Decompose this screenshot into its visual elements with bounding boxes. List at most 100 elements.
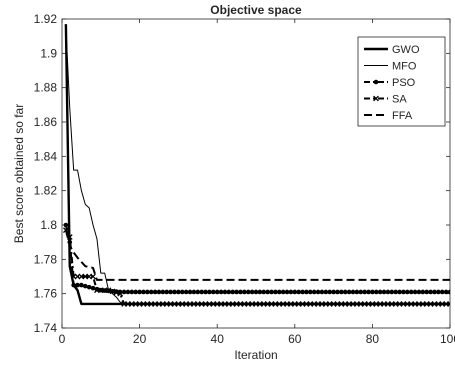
series-point-pso [133,289,139,295]
series-point-pso [385,289,391,295]
series-point-pso [443,289,449,295]
series-point-pso [292,289,298,295]
series-point-pso [315,289,321,295]
series-point-pso [211,289,216,295]
series-point-pso [234,289,239,295]
y-tick-label: 1.78 [34,252,58,266]
series-point-pso [218,289,224,295]
series-point-pso [187,289,193,295]
series-point-pso [416,289,422,295]
y-tick-label: 1.86 [34,115,58,129]
series-point-pso [335,289,340,295]
series-point-pso [230,289,236,295]
series-point-pso [373,289,379,295]
series-point-pso [300,289,305,295]
series-point-pso [94,286,100,292]
series-point-pso [311,289,317,295]
series-point-pso [176,289,181,295]
series-point-pso [273,289,278,295]
series-group [63,24,450,307]
series-point-pso [370,289,375,295]
series-point-pso [114,289,119,294]
series-point-pso [362,289,367,295]
series-point-pso [249,289,255,295]
series-point-pso [245,289,251,295]
series-point-pso [195,289,201,295]
series-point-pso [63,222,69,228]
y-tick-label: 1.76 [34,287,58,301]
series-point-pso [222,289,228,295]
legend-entry-pso: PSO [364,77,416,89]
legend-entry-ffa: FFA [364,110,413,122]
x-tick-label: 100 [440,332,455,346]
legend-box [357,36,446,127]
series-point-pso [412,289,418,295]
series-point-pso [137,289,142,295]
series-point-pso [214,289,220,295]
y-tick-label: 1.9 [40,46,57,60]
series-point-pso [106,288,111,294]
series-point-pso [428,289,433,295]
legend-label-pso: PSO [392,77,416,89]
series-line-gwo [64,24,450,306]
series-point-pso [110,288,115,294]
series-line-sa [65,229,450,305]
series-point-pso [253,289,259,295]
series-point-pso [280,289,286,295]
series-point-pso [238,289,243,295]
series-point-pso [408,289,414,295]
series-point-pso [397,289,402,295]
series-point-pso [152,289,158,295]
x-tick-label: 0 [59,332,66,346]
legend-label-ffa: FFA [392,110,413,122]
axes-box [61,18,451,329]
series-point-pso [381,289,387,295]
series-line-mfo [65,27,450,305]
series-point-pso [439,289,445,295]
y-tick-label: 1.8 [40,218,57,232]
series-point-pso [168,289,173,295]
series-point-pso [339,289,344,295]
series-point-pso [90,285,96,291]
series-point-pso [377,289,383,295]
series-point-pso [141,289,146,295]
series-point-pso [121,289,127,295]
series-mfo [65,27,450,305]
series-point-pso [172,289,177,295]
series-point-pso [288,289,294,295]
legend: GWO MFO PSO SA FFA [357,36,446,127]
series-point-pso [327,289,333,295]
series-point-pso [366,289,371,295]
legend-entry-gwo: GWO [364,44,420,56]
series-point-pso [319,289,325,295]
series-point-pso [424,289,430,295]
series-point-pso [436,289,441,295]
y-tick-label: 1.88 [34,81,58,95]
series-point-pso [160,289,166,295]
legend-label-mfo: MFO [392,61,417,73]
series-point-pso [199,289,204,295]
series-point-pso [102,288,107,293]
series-point-pso [82,283,88,289]
series-point-pso [323,289,329,295]
series-point-pso [269,289,274,295]
series-point-pso [331,289,336,295]
legend-entry-mfo: MFO [364,61,417,73]
x-axis-label: Iteration [234,348,277,362]
y-axis-label: Best score obtained so far [12,104,26,243]
series-point-pso [447,289,450,295]
series-point-pso [226,289,232,295]
series-point-pso [284,289,290,295]
x-tick-label: 60 [288,332,302,346]
series-point-pso [420,289,426,295]
series-point-pso [389,289,395,295]
legend-label-sa: SA [392,94,407,106]
series-point-pso [342,289,348,295]
series-point-pso [125,289,131,295]
plot-area: 0 20 40 60 80 100 1.74 1.76 1.78 1.8 1.82 1.84 1.86 1… [34,12,455,346]
series-point-pso [145,289,150,295]
series-point-pso [207,289,212,295]
series-point-pso [354,289,360,295]
